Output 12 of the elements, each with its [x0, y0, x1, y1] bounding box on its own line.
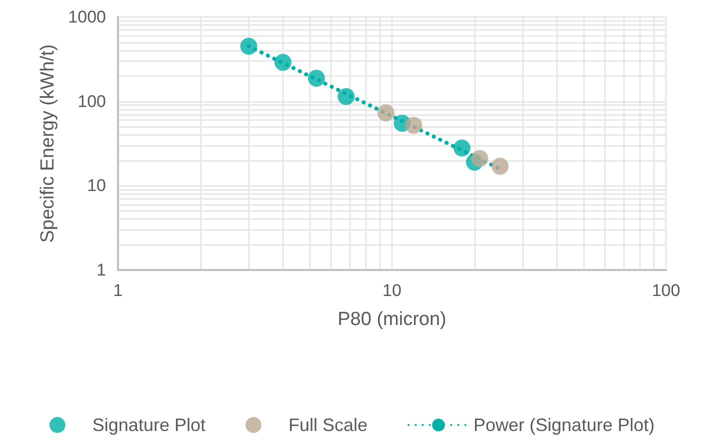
legend-label: Full Scale	[288, 415, 368, 435]
y-tick-label: 10	[87, 176, 106, 196]
x-tick-label: 10	[382, 281, 402, 300]
legend-label: Power (Signature Plot)	[474, 415, 655, 435]
y-tick-label: 1	[96, 260, 106, 280]
x-tick-label: 100	[652, 281, 680, 300]
y-tick-label: 1000	[68, 8, 106, 26]
y-tick-label: 100	[78, 92, 106, 111]
y-axis-title: Specific Energy (kWh/t)	[37, 44, 58, 243]
legend-label: Signature Plot	[92, 415, 206, 435]
x-axis-title: P80 (micron)	[338, 309, 446, 330]
x-tick-label: 1	[113, 281, 123, 300]
